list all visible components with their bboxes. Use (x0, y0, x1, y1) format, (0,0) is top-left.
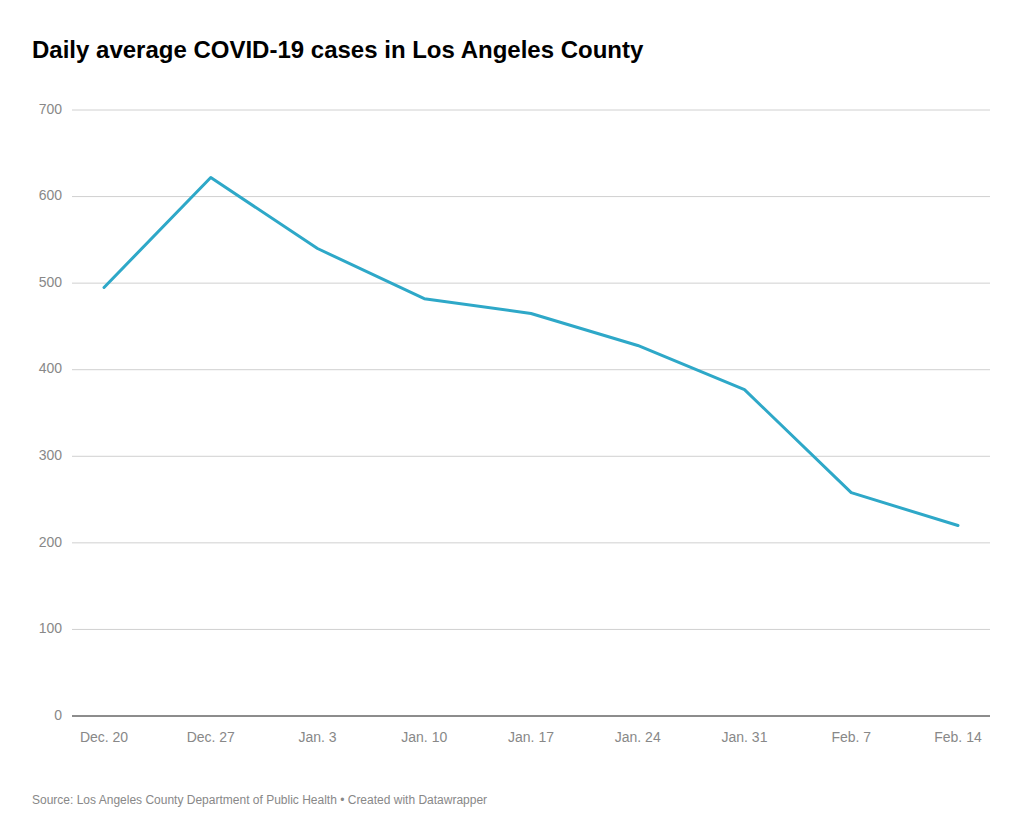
grid-line (72, 456, 990, 457)
grid-line (72, 629, 990, 630)
y-tick-label: 200 (39, 534, 63, 550)
x-axis: Dec. 20 Dec. 27 Jan. 3 Jan. 10 Jan. 17 Jan. 2… (80, 729, 982, 745)
chart-container: Daily average COVID-19 cases in Los Ange… (0, 0, 1024, 826)
x-tick-label: Feb. 14 (934, 729, 982, 745)
source-note: Source: Los Angeles County Department of… (32, 793, 487, 807)
title: Daily average COVID-19 cases in Los Ange… (32, 36, 644, 63)
x-tick-label: Jan. 17 (508, 729, 554, 745)
grid-line (72, 369, 990, 370)
plot-area (104, 178, 958, 526)
grid-line (72, 283, 990, 284)
line (104, 178, 958, 526)
chart: Daily average COVID-19 cases in Los Ange… (0, 0, 1024, 826)
y-tick-label: 100 (39, 620, 63, 636)
y-tick-label: 700 (39, 101, 63, 117)
grid-line (72, 196, 990, 197)
x-tick-label: Feb. 7 (831, 729, 871, 745)
x-axis-line (72, 715, 990, 716)
x-tick-label: Jan. 31 (722, 729, 768, 745)
y-axis: 0 100 200 300 400 500 600 700 (39, 101, 63, 723)
y-tick-label: 600 (39, 187, 63, 203)
grid (72, 110, 990, 716)
y-tick-label: 400 (39, 360, 63, 376)
grid-line (72, 542, 990, 543)
x-tick-label: Jan. 24 (615, 729, 661, 745)
x-tick-label: Jan. 3 (298, 729, 336, 745)
grid-line (72, 110, 990, 111)
grid-line (72, 716, 990, 717)
y-tick-label: 300 (39, 447, 63, 463)
x-tick-label: Jan. 10 (401, 729, 447, 745)
x-tick-label: Dec. 20 (80, 729, 128, 745)
y-tick-label: 0 (54, 707, 62, 723)
x-tick-label: Dec. 27 (187, 729, 235, 745)
y-tick-label: 500 (39, 274, 63, 290)
